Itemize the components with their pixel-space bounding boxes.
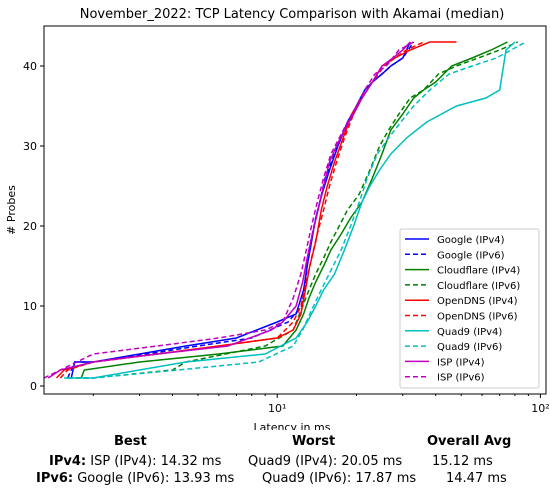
x-tick-label: 10¹ xyxy=(268,402,286,415)
chart-title: November_2022: TCP Latency Comparison wi… xyxy=(80,7,505,22)
series-line-opendns-ipv4 xyxy=(55,41,457,379)
series-line-quad9-ipv6 xyxy=(67,41,527,379)
legend-label: OpenDNS (IPv4) xyxy=(437,296,518,307)
legend-label: Quad9 (IPv6) xyxy=(437,342,502,353)
summary-table: Best Worst Overall Avg IPv4: ISP (IPv4):… xyxy=(0,430,550,496)
ipv6-worst: Quad9 (IPv6): 17.87 ms xyxy=(262,471,417,486)
best-header: Best xyxy=(114,434,147,449)
series-line-isp-ipv4 xyxy=(47,41,411,379)
legend-label: Cloudflare (IPv4) xyxy=(437,266,520,277)
y-tick-label: 0 xyxy=(30,380,37,393)
series-line-isp-ipv6 xyxy=(43,41,415,379)
series-line-cloudflare-ipv4 xyxy=(80,41,508,379)
series-line-cloudflare-ipv6 xyxy=(67,41,519,379)
ipv4-row: IPv4: ISP (IPv4): 14.32 ms xyxy=(49,454,221,469)
legend-label: ISP (IPv4) xyxy=(437,357,485,368)
legend-label: OpenDNS (IPv6) xyxy=(437,312,518,323)
legend-box xyxy=(399,228,540,389)
plot-series-group xyxy=(43,41,527,379)
ipv6-best: Google (IPv6): 13.93 ms xyxy=(77,471,235,486)
y-tick-label: 40 xyxy=(23,60,37,73)
legend-label: Cloudflare (IPv6) xyxy=(437,281,520,292)
legend-label: Google (IPv4) xyxy=(437,235,505,246)
legend: Google (IPv4) Google (IPv6) Cloudflare (IP… xyxy=(399,228,540,389)
y-axis: 0 10 20 30 40 xyxy=(23,60,44,393)
y-tick-label: 30 xyxy=(23,140,37,153)
y-tick-label: 20 xyxy=(23,220,37,233)
legend-label: Google (IPv6) xyxy=(437,250,505,261)
legend-label: ISP (IPv6) xyxy=(437,373,485,384)
x-tick-label: 10² xyxy=(531,402,549,415)
overall-avg-header: Overall Avg xyxy=(427,434,512,449)
ipv6-row: IPv6: Google (IPv6): 13.93 ms xyxy=(36,471,234,486)
worst-header: Worst xyxy=(292,434,336,449)
ipv4-worst: Quad9 (IPv4): 20.05 ms xyxy=(248,454,403,469)
series-line-google-ipv6 xyxy=(67,41,415,379)
plot-frame xyxy=(43,25,547,395)
x-axis: 10¹ 10² xyxy=(92,394,550,415)
y-tick-label: 10 xyxy=(23,300,37,313)
ipv6-avg: 14.47 ms xyxy=(446,471,507,486)
series-line-quad9-ipv4 xyxy=(64,41,516,379)
ipv4-avg: 15.12 ms xyxy=(432,454,493,469)
latency-chart: November_2022: TCP Latency Comparison wi… xyxy=(5,7,550,430)
y-axis-label: # Probes xyxy=(5,185,18,235)
x-axis-label: Latency in ms xyxy=(254,421,331,430)
ipv6-label: IPv6: xyxy=(36,471,74,486)
ipv4-label: IPv4: xyxy=(49,454,87,469)
ipv4-best: ISP (IPv4): 14.32 ms xyxy=(90,454,222,469)
series-line-opendns-ipv6 xyxy=(59,41,424,379)
legend-label: Quad9 (IPv4) xyxy=(437,327,502,338)
